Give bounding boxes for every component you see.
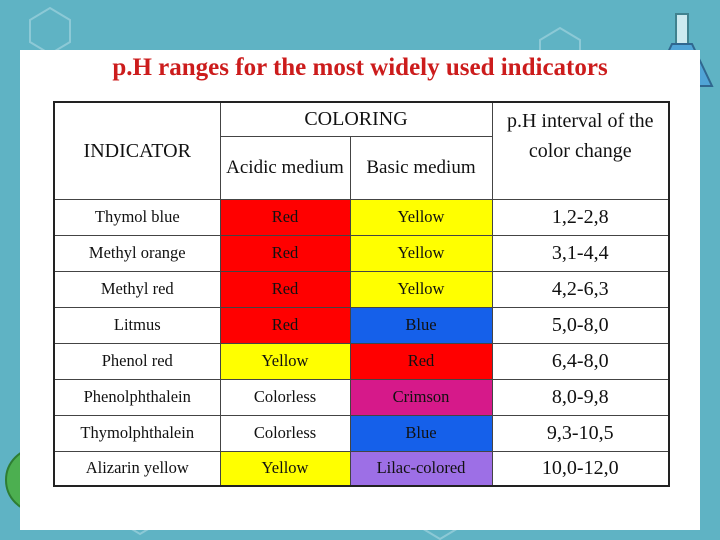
table-row: Alizarin yellow Yellow Lilac-colored 10,0-1… [53, 450, 670, 487]
basic-color-cell: Lilac-colored [349, 450, 493, 487]
indicator-name-cell: Methyl orange [53, 234, 221, 272]
indicator-header [53, 101, 221, 136]
ph-range-cell: 3,1-4,4 [491, 234, 670, 272]
acidic-color-cell: Red [219, 234, 351, 272]
basic-color-cell: Yellow [349, 234, 493, 272]
acidic-color-cell: Red [219, 306, 351, 344]
indicator-name-cell: Thymolphthalein [53, 414, 221, 452]
basic-header: Basic medium [349, 135, 493, 200]
indicator-name-cell: Phenolphthalein [53, 378, 221, 416]
table-row: Methyl orange Red Yellow 3,1-4,4 [53, 234, 670, 272]
indicator-table: COLORING p.H interval of the color chang… [53, 101, 670, 487]
acidic-color-cell: Yellow [219, 342, 351, 380]
basic-color-cell: Yellow [349, 270, 493, 308]
acidic-color-cell: Red [219, 270, 351, 308]
basic-color-cell: Blue [349, 306, 493, 344]
indicator-name-cell: Thymol blue [53, 198, 221, 236]
indicator-header-label: INDICATOR [53, 136, 221, 200]
ph-range-cell: 6,4-8,0 [491, 342, 670, 380]
interval-header: p.H interval of the color change [491, 101, 670, 200]
acidic-color-cell: Colorless [219, 414, 351, 452]
basic-color-cell: Crimson [349, 378, 493, 416]
indicator-name-cell: Alizarin yellow [53, 450, 221, 487]
indicator-name-cell: Litmus [53, 306, 221, 344]
ph-range-cell: 5,0-8,0 [491, 306, 670, 344]
ph-range-cell: 10,0-12,0 [491, 450, 670, 487]
ph-range-cell: 1,2-2,8 [491, 198, 670, 236]
table-row: Thymolphthalein Colorless Blue 9,3-10,5 [53, 414, 670, 452]
header-row-top: COLORING p.H interval of the color chang… [53, 101, 670, 200]
basic-color-cell: Blue [349, 414, 493, 452]
acidic-color-cell: Yellow [219, 450, 351, 487]
ph-range-cell: 9,3-10,5 [491, 414, 670, 452]
table-row: Phenolphthalein Colorless Crimson 8,0-9,8 [53, 378, 670, 416]
page-title: p.H ranges for the most widely used indi… [112, 54, 608, 81]
indicator-name-cell: Phenol red [53, 342, 221, 380]
indicator-name-cell: Methyl red [53, 270, 221, 308]
table-row: Methyl red Red Yellow 4,2-6,3 [53, 270, 670, 308]
ph-range-cell: 8,0-9,8 [491, 378, 670, 416]
table-row: Thymol blue Red Yellow 1,2-2,8 [53, 198, 670, 236]
table-row: Litmus Red Blue 5,0-8,0 [53, 306, 670, 344]
basic-color-cell: Yellow [349, 198, 493, 236]
coloring-header: COLORING [219, 101, 493, 137]
table-row: Phenol red Yellow Red 6,4-8,0 [53, 342, 670, 380]
acidic-color-cell: Colorless [219, 378, 351, 416]
acidic-header: Acidic medium [219, 135, 351, 200]
ph-range-cell: 4,2-6,3 [491, 270, 670, 308]
basic-color-cell: Red [349, 342, 493, 380]
acidic-color-cell: Red [219, 198, 351, 236]
